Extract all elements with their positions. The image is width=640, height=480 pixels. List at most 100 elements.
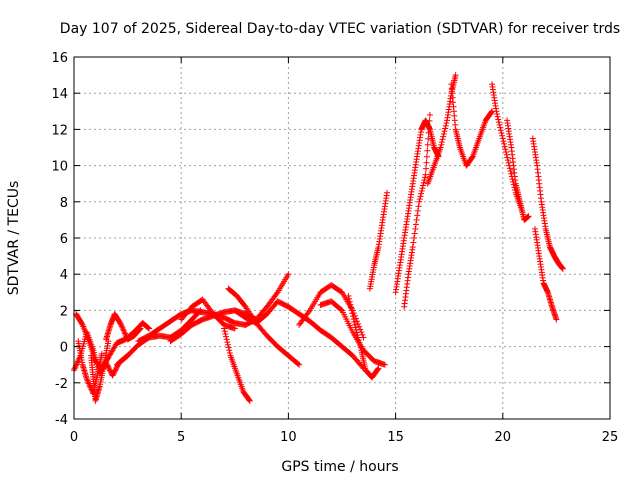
data-point [418,187,425,194]
series-track-10 [221,325,253,404]
data-point [441,128,448,135]
data-points [71,72,566,404]
series-track-16 [366,189,391,292]
y-tick-label: 0 [60,341,68,356]
data-point [109,372,116,379]
data-point [421,174,428,181]
data-point [351,321,358,328]
data-point [117,320,124,327]
series-track-17 [392,117,442,296]
data-point [381,361,388,368]
data-point [85,379,92,386]
data-point [418,190,425,197]
data-point [348,307,355,314]
grid [74,57,610,419]
data-point [495,116,502,123]
data-point [119,324,126,331]
series-track-18 [401,111,433,310]
data-point [285,271,292,278]
data-point [420,182,427,189]
data-point [355,337,362,344]
data-point [353,326,360,333]
data-point [413,216,420,223]
chart-title: Day 107 of 2025, Sidereal Day-to-day VTE… [60,21,620,37]
series-track-05 [103,311,144,343]
data-point [414,212,421,219]
data-point [350,316,357,323]
data-point [144,324,151,331]
data-point [438,141,445,148]
data-point [355,334,362,341]
data-point [415,203,422,210]
data-point [222,330,229,337]
data-point [246,396,253,403]
series-track-11 [225,285,303,368]
data-point [424,141,431,148]
data-point [507,168,514,175]
x-tick-label: 5 [177,430,185,445]
data-point [488,109,495,116]
data-point [345,292,352,299]
data-point [223,333,230,340]
x-tick-label: 0 [70,430,78,445]
data-point [374,366,381,373]
data-point [412,225,419,232]
series-track-23 [529,135,566,272]
y-tick-label: 12 [51,123,68,138]
data-point [437,144,444,151]
data-point [146,325,153,332]
data-point [525,213,532,220]
data-point [221,325,228,332]
data-point [356,323,363,330]
data-point [498,130,505,137]
data-point [246,397,253,404]
data-point [494,113,501,120]
y-tick-label: -2 [55,377,68,392]
data-point [423,153,430,160]
data-point [136,326,143,333]
data-point [440,130,447,137]
data-point [417,193,424,200]
data-point [224,341,231,348]
data-point [337,306,344,313]
data-point [78,320,85,327]
data-point [221,328,228,335]
data-point [346,298,353,305]
data-point [122,332,129,339]
y-tick-label: 10 [51,160,68,175]
data-point [502,146,509,153]
series-track-15 [345,292,382,381]
data-point [425,129,432,136]
x-tick-label: 25 [602,430,619,445]
y-tick-label: -4 [55,413,68,428]
series-track-14 [317,298,388,368]
data-point [357,342,364,349]
data-point [354,332,361,339]
data-point [497,124,504,131]
data-point [145,324,152,331]
x-tick-label: 10 [280,430,297,445]
data-point [357,326,364,333]
data-point [110,371,117,378]
data-point [360,334,367,341]
data-point [83,376,90,383]
data-point [74,359,81,366]
series-track-12 [231,298,367,372]
data-point [352,324,359,331]
series-track-24 [531,225,560,323]
y-axis-label: SDTVAR / TECUs [6,181,22,296]
data-point [357,344,364,351]
data-point [86,381,93,388]
data-point [503,149,510,156]
series-track-04 [88,338,112,404]
data-point [112,366,119,373]
data-point [504,154,511,161]
data-point [226,347,233,354]
data-point [136,326,143,333]
data-point [497,127,504,134]
data-point [223,336,230,343]
data-point [493,108,500,115]
data-point [423,159,430,166]
data-point [452,72,459,79]
ticks [73,56,611,420]
